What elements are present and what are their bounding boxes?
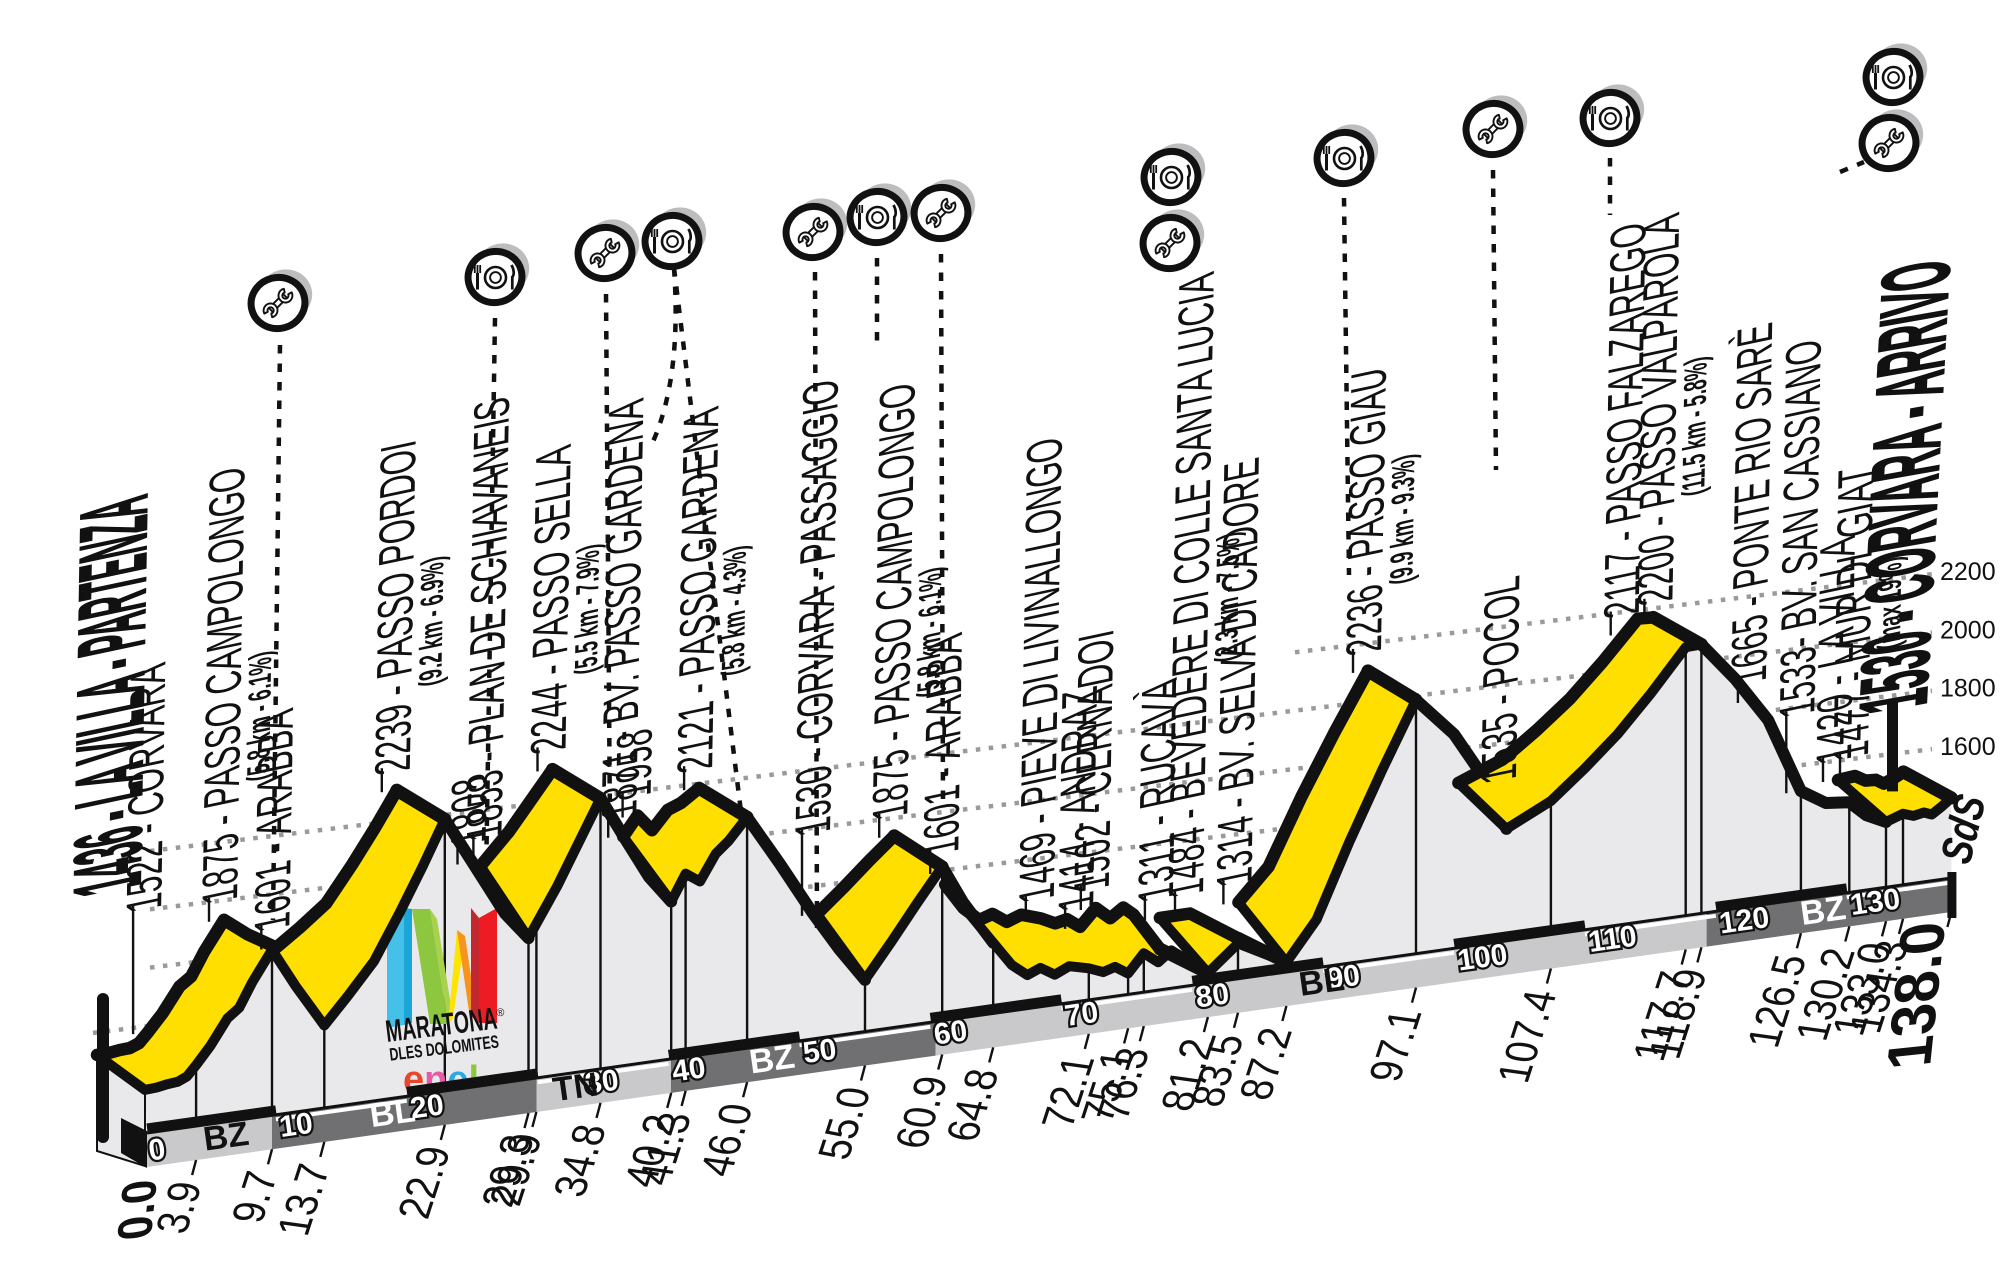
svg-text:1414 - ANDRAZ: 1414 - ANDRAZ xyxy=(1048,683,1108,917)
svg-text:1875 - PASSO CAMPOLONGO: 1875 - PASSO CAMPOLONGO xyxy=(862,378,925,825)
svg-text:90: 90 xyxy=(1324,959,1362,996)
svg-text:2239 - PASSO PORDOI: 2239 - PASSO PORDOI xyxy=(365,436,426,780)
svg-text:2121 - PASSO GARDENA: 2121 - PASSO GARDENA xyxy=(667,403,729,778)
svg-text:1484 - BEVEDERE DI COLLE SANTA: 1484 - BEVEDERE DI COLLE SANTA LUCIA xyxy=(1158,268,1225,903)
svg-text:60: 60 xyxy=(932,1014,970,1051)
svg-text:1522 - CORVARA: 1522 - CORVARA xyxy=(116,658,176,917)
svg-text:1502 - CERNADOI: 1502 - CERNADOI xyxy=(1064,626,1124,898)
svg-text:BZ: BZ xyxy=(1798,889,1848,933)
svg-text:0.0: 0.0 xyxy=(106,1177,167,1243)
svg-text:®: ® xyxy=(496,1007,506,1020)
svg-text:2236 - PASSO GIAU: 2236 - PASSO GIAU xyxy=(1336,363,1397,660)
svg-text:(11.5 km - 5.8%): (11.5 km - 5.8%) xyxy=(1675,354,1714,500)
svg-text:1665 - PONTE RIO SARÈ: 1665 - PONTE RIO SARÈ xyxy=(1721,319,1783,691)
svg-text:110: 110 xyxy=(1586,920,1639,959)
svg-text:2117 - PASSO FALZAREGO: 2117 - PASSO FALZAREGO xyxy=(1594,218,1657,623)
svg-text:138.0: 138.0 xyxy=(1873,919,1958,1073)
svg-text:1314 - BV. SELVA DI CADORE: 1314 - BV. SELVA DI CADORE xyxy=(1206,454,1269,892)
svg-text:50: 50 xyxy=(801,1033,839,1070)
svg-text:40: 40 xyxy=(670,1051,708,1088)
svg-text:1420 - LA VILLA: 1420 - LA VILLA xyxy=(1806,532,1866,770)
svg-text:(2.3 km - 7.5%): (2.3 km - 7.5%) xyxy=(1208,529,1246,666)
svg-text:1533- BV. SAN CASSIANO: 1533- BV. SAN CASSIANO xyxy=(1769,335,1831,723)
svg-text:BZ: BZ xyxy=(201,1115,251,1159)
svg-text:1958: 1958 xyxy=(606,724,663,805)
svg-text:2200 - PASSO VALPAROLA: 2200 - PASSO VALPAROLA xyxy=(1627,209,1689,611)
svg-text:1800: 1800 xyxy=(1940,675,1996,703)
svg-text:100: 100 xyxy=(1455,938,1509,978)
svg-text:BZ: BZ xyxy=(747,1038,797,1082)
svg-text:1530 - CORVARA - ARRIVO: 1530 - CORVARA - ARRIVO xyxy=(1840,253,1971,720)
svg-text:BL: BL xyxy=(1297,960,1347,1004)
svg-text:1477 - MUR DL GIAT: 1477 - MUR DL GIAT xyxy=(1823,461,1884,766)
svg-text:1875 - PASSO CAMPOLONGO: 1875 - PASSO CAMPOLONGO xyxy=(192,462,255,909)
svg-text:1436 - LA VILLA - PARTENZA: 1436 - LA VILLA - PARTENZA xyxy=(55,488,168,904)
svg-text:(9.2 km - 6.9%): (9.2 km - 6.9%) xyxy=(412,553,450,690)
svg-text:130: 130 xyxy=(1848,882,1902,922)
svg-text:1311 - RUCAVÀ: 1311 - RUCAVÀ xyxy=(1128,674,1188,907)
svg-text:1535 - POCOL: 1535 - POCOL xyxy=(1471,572,1530,789)
svg-text:1601 - ARABBA: 1601 - ARABBA xyxy=(244,704,304,937)
svg-text:80: 80 xyxy=(1194,977,1232,1014)
svg-text:(5.8 km - 6.1%): (5.8 km - 6.1%) xyxy=(240,648,278,785)
svg-text:30: 30 xyxy=(583,1064,621,1101)
svg-text:1600: 1600 xyxy=(1940,733,1996,761)
svg-text:70: 70 xyxy=(1063,996,1101,1033)
svg-text:10: 10 xyxy=(277,1107,315,1144)
svg-text:(5.5 km - 7.9%): (5.5 km - 7.9%) xyxy=(568,541,606,678)
svg-text:120: 120 xyxy=(1717,901,1771,941)
svg-text:1469 - PIEVE DI LIVINALLONGO: 1469 - PIEVE DI LIVINALLONGO xyxy=(1009,433,1073,908)
svg-text:BL: BL xyxy=(367,1091,417,1135)
svg-text:TN: TN xyxy=(551,1065,601,1109)
svg-text:(max 19%): (max 19%) xyxy=(1871,554,1909,653)
svg-text:2000: 2000 xyxy=(1940,616,1996,644)
svg-text:2244 - PASSO SELLA: 2244 - PASSO SELLA xyxy=(521,441,582,759)
svg-text:20: 20 xyxy=(408,1088,446,1125)
svg-text:1871 - BV. PASSO GARDENA: 1871 - BV. PASSO GARDENA xyxy=(591,394,654,825)
svg-text:2200: 2200 xyxy=(1940,558,1996,586)
svg-text:(9.9 km - 9.3%): (9.9 km - 9.3%) xyxy=(1383,451,1421,588)
